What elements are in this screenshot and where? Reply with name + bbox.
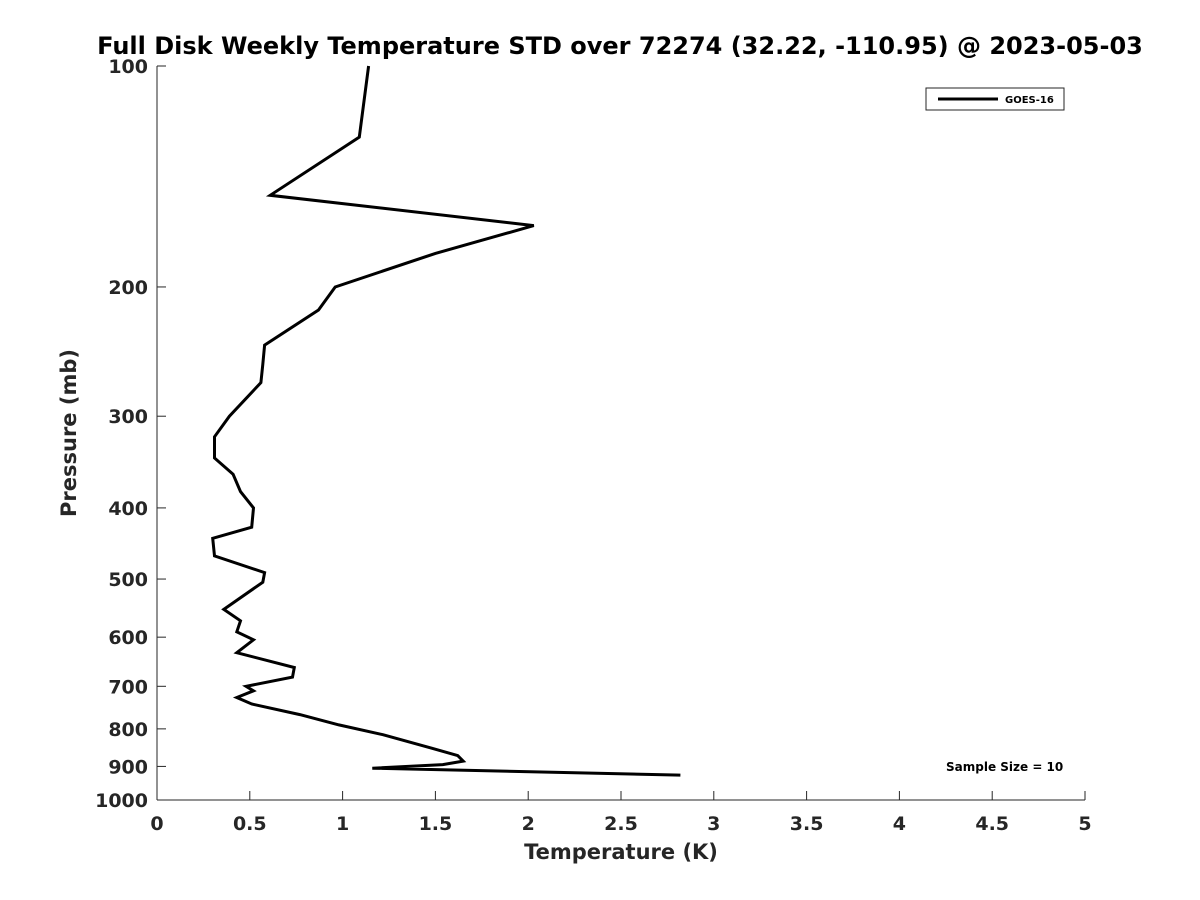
x-ticks: 0 0.5 1 1.5 2 2.5 3 3.5 4 4.5 5 [150, 791, 1092, 835]
y-tick-label: 500 [108, 569, 148, 591]
x-tick-label: 2.5 [604, 813, 638, 835]
x-tick-label: 1 [336, 813, 349, 835]
y-tick-label: 400 [108, 498, 148, 520]
x-tick-label: 0 [150, 813, 163, 835]
y-axis-label: Pressure (mb) [57, 349, 81, 517]
y-tick-label: 100 [108, 56, 148, 78]
x-tick-label: 3 [707, 813, 720, 835]
y-ticks: 100 200 300 400 500 600 700 800 900 1000 [95, 56, 166, 812]
y-tick-label: 700 [108, 676, 148, 698]
y-tick-label: 800 [108, 719, 148, 741]
y-tick-label: 600 [108, 627, 148, 649]
x-tick-label: 3.5 [790, 813, 824, 835]
chart-title: Full Disk Weekly Temperature STD over 72… [97, 32, 1143, 60]
x-axis-label: Temperature (K) [524, 840, 718, 864]
y-tick-label: 900 [108, 756, 148, 778]
x-tick-label: 1.5 [419, 813, 453, 835]
plot-area [211, 65, 681, 777]
x-tick-label: 4.5 [975, 813, 1009, 835]
x-tick-label: 2 [522, 813, 535, 835]
y-tick-label: 300 [108, 406, 148, 428]
y-tick-label: 1000 [95, 790, 148, 812]
legend: GOES-16 [925, 87, 1065, 111]
sample-size-annotation: Sample Size = 10 [946, 760, 1063, 774]
x-tick-label: 4 [893, 813, 906, 835]
x-tick-label: 5 [1078, 813, 1091, 835]
y-tick-label: 200 [108, 277, 148, 299]
x-tick-label: 0.5 [233, 813, 267, 835]
legend-label-goes16: GOES-16 [1005, 95, 1054, 106]
series-line-goes16 [211, 65, 681, 777]
